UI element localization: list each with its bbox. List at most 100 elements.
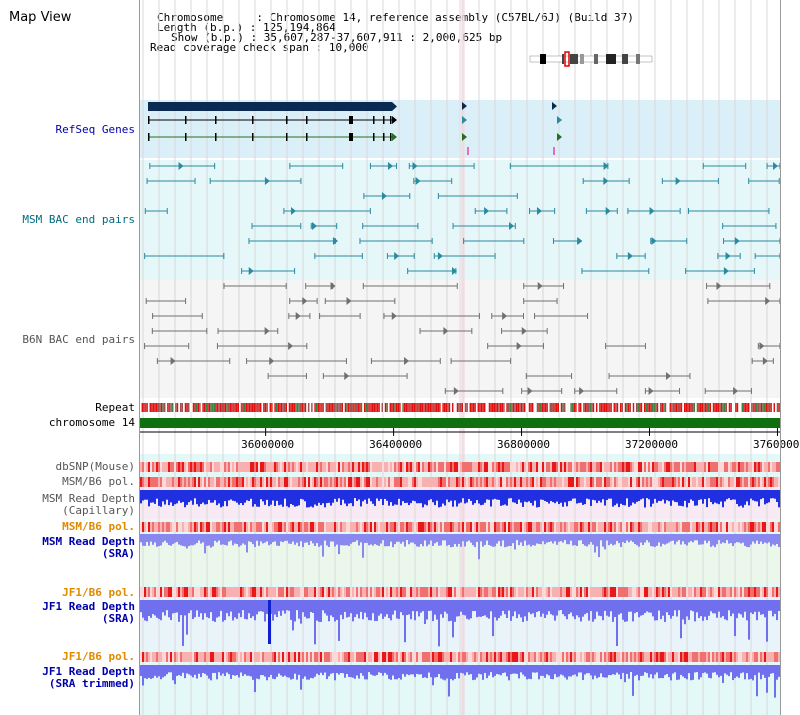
repeat-element[interactable] [527,403,529,412]
repeat-element[interactable] [165,403,167,412]
repeat-element[interactable] [463,403,465,412]
repeat-element[interactable] [280,403,283,412]
repeat-element[interactable] [472,403,475,412]
repeat-element[interactable] [290,403,292,412]
repeat-element[interactable] [535,403,537,412]
repeat-element[interactable] [559,403,561,412]
repeat-element[interactable] [573,403,575,412]
repeat-element[interactable] [418,403,420,412]
repeat-element[interactable] [552,403,555,412]
repeat-element[interactable] [738,403,740,412]
repeat-element[interactable] [540,403,542,412]
repeat-element[interactable] [220,403,222,412]
repeat-element[interactable] [732,403,734,412]
repeat-element[interactable] [381,403,383,412]
repeat-element[interactable] [288,403,291,412]
repeat-element[interactable] [572,403,574,412]
repeat-element[interactable] [370,403,372,412]
repeat-element[interactable] [485,403,487,412]
repeat-element[interactable] [512,403,515,412]
repeat-element[interactable] [423,403,425,412]
repeat-element[interactable] [200,403,203,412]
repeat-element[interactable] [239,403,241,412]
repeat-element[interactable] [400,403,403,412]
repeat-element[interactable] [496,403,499,412]
repeat-element[interactable] [389,403,391,412]
repeat-element[interactable] [690,403,692,412]
repeat-element[interactable] [172,403,174,412]
repeat-element[interactable] [240,403,243,412]
repeat-element[interactable] [152,403,155,412]
repeat-element[interactable] [197,403,199,412]
repeat-element[interactable] [508,403,510,412]
repeat-element[interactable] [450,403,452,412]
repeat-element[interactable] [760,403,763,412]
repeat-element[interactable] [503,403,505,412]
repeat-element[interactable] [244,403,246,412]
repeat-element[interactable] [250,403,252,412]
repeat-element[interactable] [360,403,363,412]
repeat-element[interactable] [431,403,433,412]
repeat-element[interactable] [148,403,150,412]
repeat-element[interactable] [586,403,588,412]
repeat-element[interactable] [749,403,751,412]
repeat-element[interactable] [242,403,244,412]
repeat-element[interactable] [365,403,367,412]
repeat-element[interactable] [188,403,190,412]
repeat-element[interactable] [701,403,703,412]
repeat-element[interactable] [362,403,364,412]
repeat-element[interactable] [234,403,236,412]
repeat-element[interactable] [213,403,215,412]
repeat-element[interactable] [554,403,556,412]
repeat-element[interactable] [436,403,438,412]
repeat-element[interactable] [415,403,417,412]
repeat-element[interactable] [532,403,534,412]
repeat-element[interactable] [578,403,580,412]
repeat-element[interactable] [704,403,707,412]
repeat-element[interactable] [421,403,423,412]
repeat-element[interactable] [343,403,345,412]
repeat-element[interactable] [392,403,395,412]
repeat-element[interactable] [556,403,558,412]
repeat-element[interactable] [458,403,460,412]
repeat-element[interactable] [680,403,683,412]
track-label-msm-bac[interactable]: MSM BAC end pairs [22,213,135,226]
repeat-element[interactable] [319,403,321,412]
repeat-element[interactable] [639,403,641,412]
repeat-element[interactable] [466,403,468,412]
repeat-element[interactable] [533,403,535,412]
repeat-element[interactable] [592,403,595,412]
repeat-element[interactable] [640,403,643,412]
repeat-element[interactable] [628,403,630,412]
repeat-element[interactable] [325,403,327,412]
repeat-element[interactable] [580,403,582,412]
track-label-refseq-genes[interactable]: RefSeq Genes [55,123,135,136]
repeat-element[interactable] [695,403,697,412]
repeat-element[interactable] [764,403,766,412]
repeat-element[interactable] [274,403,276,412]
repeat-element[interactable] [372,403,374,412]
repeat-element[interactable] [306,403,308,412]
repeat-element[interactable] [719,403,721,412]
repeat-element[interactable] [164,403,166,412]
repeat-element[interactable] [767,403,769,412]
repeat-element[interactable] [194,403,196,412]
repeat-element[interactable] [455,403,457,412]
repeat-element[interactable] [725,403,727,412]
repeat-element[interactable] [484,403,486,412]
repeat-element[interactable] [301,403,303,412]
repeat-element[interactable] [608,403,611,412]
repeat-element[interactable] [336,403,339,412]
repeat-element[interactable] [210,403,212,412]
repeat-element[interactable] [344,403,347,412]
repeat-element[interactable] [202,403,204,412]
repeat-element[interactable] [655,403,657,412]
repeat-element[interactable] [333,403,335,412]
repeat-element[interactable] [263,403,265,412]
repeat-element[interactable] [460,403,462,412]
repeat-element[interactable] [434,403,436,412]
repeat-element[interactable] [477,403,479,412]
repeat-element[interactable] [303,403,305,412]
repeat-element[interactable] [402,403,404,412]
